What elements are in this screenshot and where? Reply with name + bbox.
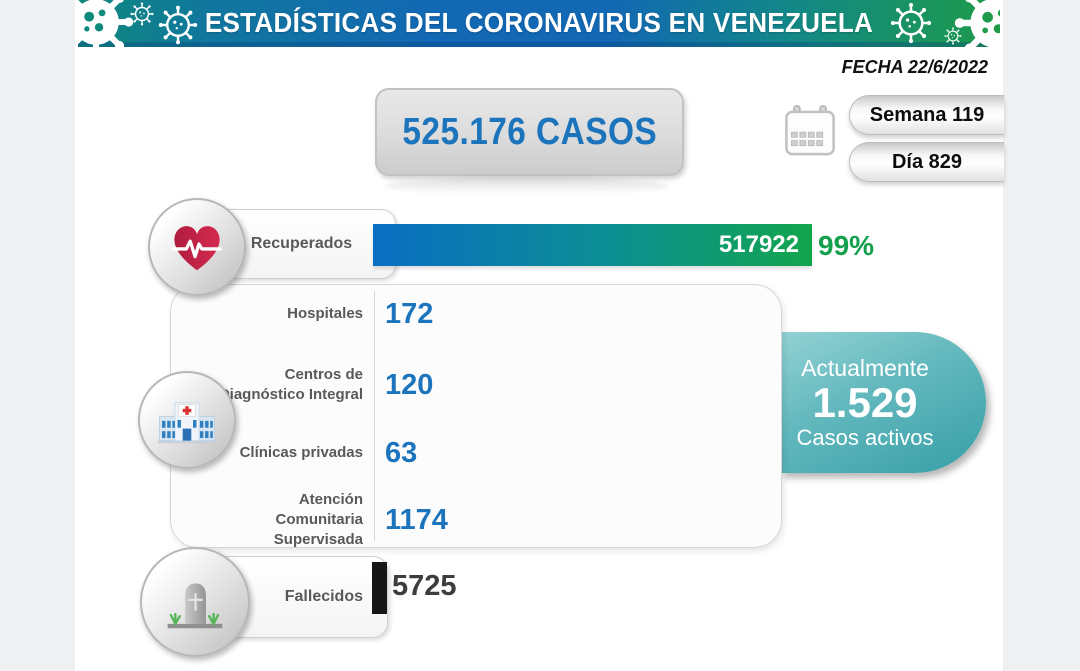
facility-label: Clínicas privadas <box>239 443 363 461</box>
recovered-value: 517922 <box>718 231 799 258</box>
calendar-icon <box>783 104 837 162</box>
panel-divider <box>374 291 375 541</box>
page-title: ESTADÍSTICAS DEL CORONAVIRUS EN VENEZUEL… <box>204 7 874 38</box>
date-label: FECHA 22/6/2022 <box>841 57 988 77</box>
recovered-icon-circle <box>148 198 246 296</box>
active-cases-panel: Hospitales 172 Centros de Diagnóstico In… <box>170 284 782 548</box>
facility-row: Atención Comunitaria Supervisada 1174 <box>171 489 781 551</box>
facility-label: Centros de Diagnóstico Integral <box>218 365 363 403</box>
active-cases-value: 1.529 <box>812 379 918 427</box>
week-label: Semana 119 <box>869 104 985 126</box>
total-cases-reflection <box>385 178 670 194</box>
recovered-percent: 99% <box>818 230 875 261</box>
hospital-icon-circle <box>138 371 236 469</box>
facility-row: Clínicas privadas 63 <box>171 431 781 475</box>
facility-label: Hospitales <box>287 304 363 322</box>
deceased-label: Fallecidos <box>284 588 363 605</box>
facility-value: 63 <box>385 436 418 469</box>
heart-ecg-icon <box>172 226 222 271</box>
facility-row: Hospitales 172 <box>171 292 781 336</box>
active-cases-suffix: Casos activos <box>796 424 934 450</box>
total-cases-text: 525.176 CASOS <box>402 110 657 153</box>
deceased-bar <box>372 562 387 614</box>
facility-value: 172 <box>385 297 434 330</box>
active-cases-badge: Actualmente 1.529 Casos activos <box>780 332 986 473</box>
recovered-bar: 517922 <box>373 224 812 266</box>
day-pill: Día 829 <box>849 142 1004 182</box>
facility-label: Atención Comunitaria Supervisada <box>273 490 363 549</box>
facility-value: 120 <box>385 368 434 401</box>
deceased-icon-circle <box>140 547 250 657</box>
week-pill: Semana 119 <box>849 95 1004 135</box>
hospital-icon <box>157 402 217 444</box>
facility-value: 1174 <box>385 503 448 536</box>
day-label: Día 829 <box>891 151 963 173</box>
facility-row: Centros de Diagnóstico Integral 120 <box>171 357 781 413</box>
active-cases-prefix: Actualmente <box>801 355 929 382</box>
header-banner: ESTADÍSTICAS DEL CORONAVIRUS EN VENEZUEL… <box>78 0 1000 47</box>
recovered-label: Recuperados <box>250 235 353 252</box>
deceased-value: 5725 <box>392 570 457 602</box>
tombstone-icon <box>167 583 223 629</box>
total-cases-box: 525.176 CASOS <box>375 88 684 176</box>
